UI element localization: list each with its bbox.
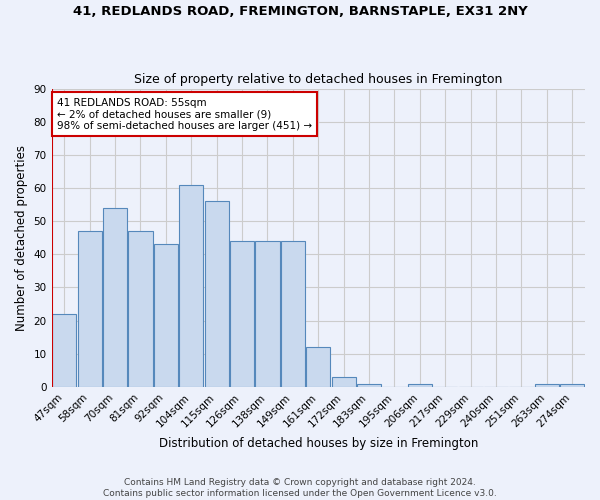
Bar: [103, 208, 127, 387]
Text: 41 REDLANDS ROAD: 55sqm
← 2% of detached houses are smaller (9)
98% of semi-deta: 41 REDLANDS ROAD: 55sqm ← 2% of detached…: [57, 98, 312, 130]
Bar: [77, 231, 102, 387]
Text: Contains HM Land Registry data © Crown copyright and database right 2024.
Contai: Contains HM Land Registry data © Crown c…: [103, 478, 497, 498]
Bar: [560, 384, 584, 387]
Bar: [154, 244, 178, 387]
Bar: [281, 241, 305, 387]
Text: 41, REDLANDS ROAD, FREMINGTON, BARNSTAPLE, EX31 2NY: 41, REDLANDS ROAD, FREMINGTON, BARNSTAPL…: [73, 5, 527, 18]
Y-axis label: Number of detached properties: Number of detached properties: [15, 145, 28, 331]
X-axis label: Distribution of detached houses by size in Fremington: Distribution of detached houses by size …: [158, 437, 478, 450]
Bar: [306, 347, 331, 387]
Bar: [205, 202, 229, 387]
Title: Size of property relative to detached houses in Fremington: Size of property relative to detached ho…: [134, 73, 502, 86]
Bar: [128, 231, 152, 387]
Bar: [52, 314, 76, 387]
Bar: [256, 241, 280, 387]
Bar: [357, 384, 381, 387]
Bar: [179, 184, 203, 387]
Bar: [230, 241, 254, 387]
Bar: [535, 384, 559, 387]
Bar: [332, 377, 356, 387]
Bar: [408, 384, 432, 387]
